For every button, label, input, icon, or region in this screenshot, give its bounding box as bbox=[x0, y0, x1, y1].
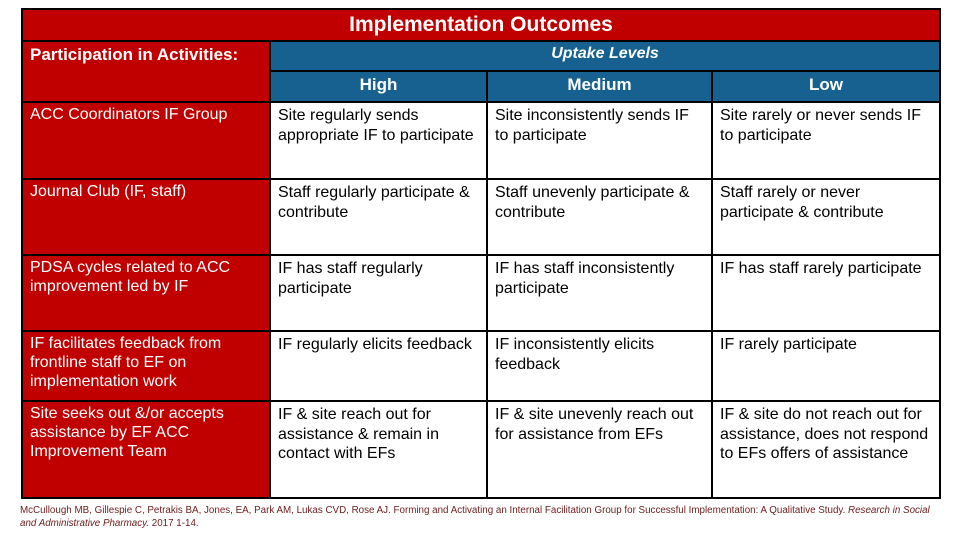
citation-year-pages: 2017 1-14. bbox=[149, 518, 199, 530]
table-row: Journal Club (IF, staff) Staff regularly… bbox=[21, 178, 942, 256]
citation: McCullough MB, Gillespie C, Petrakis BA,… bbox=[20, 504, 944, 530]
implementation-outcomes-table: Implementation Outcomes Participation in… bbox=[20, 8, 942, 499]
low-cell: Site rarely or never sends IF to partici… bbox=[710, 101, 942, 180]
medium-cell: Staff unevenly participate & contribute bbox=[486, 178, 713, 256]
citation-text: McCullough MB, Gillespie C, Petrakis BA,… bbox=[20, 505, 849, 516]
row-group-header: Participation in Activities: bbox=[21, 40, 271, 103]
activity-cell: ACC Coordinators IF Group bbox=[21, 101, 271, 180]
col-header-low: Low bbox=[710, 70, 942, 103]
medium-cell: Site inconsistently sends IF to particip… bbox=[486, 101, 713, 180]
citation-journal: Research in Social and Administrative Ph… bbox=[20, 505, 930, 530]
low-cell: IF & site do not reach out for assistanc… bbox=[710, 400, 942, 499]
low-cell: IF has staff rarely participate bbox=[710, 254, 942, 332]
high-cell: IF has staff regularly participate bbox=[269, 254, 488, 332]
activity-cell: PDSA cycles related to ACC improvement l… bbox=[21, 254, 271, 332]
table-row: IF facilitates feedback from frontline s… bbox=[21, 330, 942, 402]
activity-cell: Site seeks out &/or accepts assistance b… bbox=[21, 400, 271, 499]
slide-title: Implementation Outcomes bbox=[20, 8, 942, 42]
uptake-levels-header: Uptake Levels bbox=[268, 40, 942, 72]
high-cell: IF regularly elicits feedback bbox=[269, 330, 488, 402]
table-row: ACC Coordinators IF Group Site regularly… bbox=[21, 101, 942, 180]
table-row: PDSA cycles related to ACC improvement l… bbox=[21, 254, 942, 332]
low-cell: Staff rarely or never participate & cont… bbox=[710, 178, 942, 256]
medium-cell: IF & site unevenly reach out for assista… bbox=[486, 400, 713, 499]
medium-cell: IF inconsistently elicits feedback bbox=[486, 330, 713, 402]
activity-cell: Journal Club (IF, staff) bbox=[21, 178, 271, 256]
col-header-high: High bbox=[269, 70, 488, 103]
table-row: Site seeks out &/or accepts assistance b… bbox=[21, 400, 942, 499]
high-cell: Site regularly sends appropriate IF to p… bbox=[269, 101, 488, 180]
col-header-medium: Medium bbox=[486, 70, 713, 103]
high-cell: Staff regularly participate & contribute bbox=[269, 178, 488, 256]
low-cell: IF rarely participate bbox=[710, 330, 942, 402]
medium-cell: IF has staff inconsistently participate bbox=[486, 254, 713, 332]
activity-cell: IF facilitates feedback from frontline s… bbox=[21, 330, 271, 402]
high-cell: IF & site reach out for assistance & rem… bbox=[269, 400, 488, 499]
